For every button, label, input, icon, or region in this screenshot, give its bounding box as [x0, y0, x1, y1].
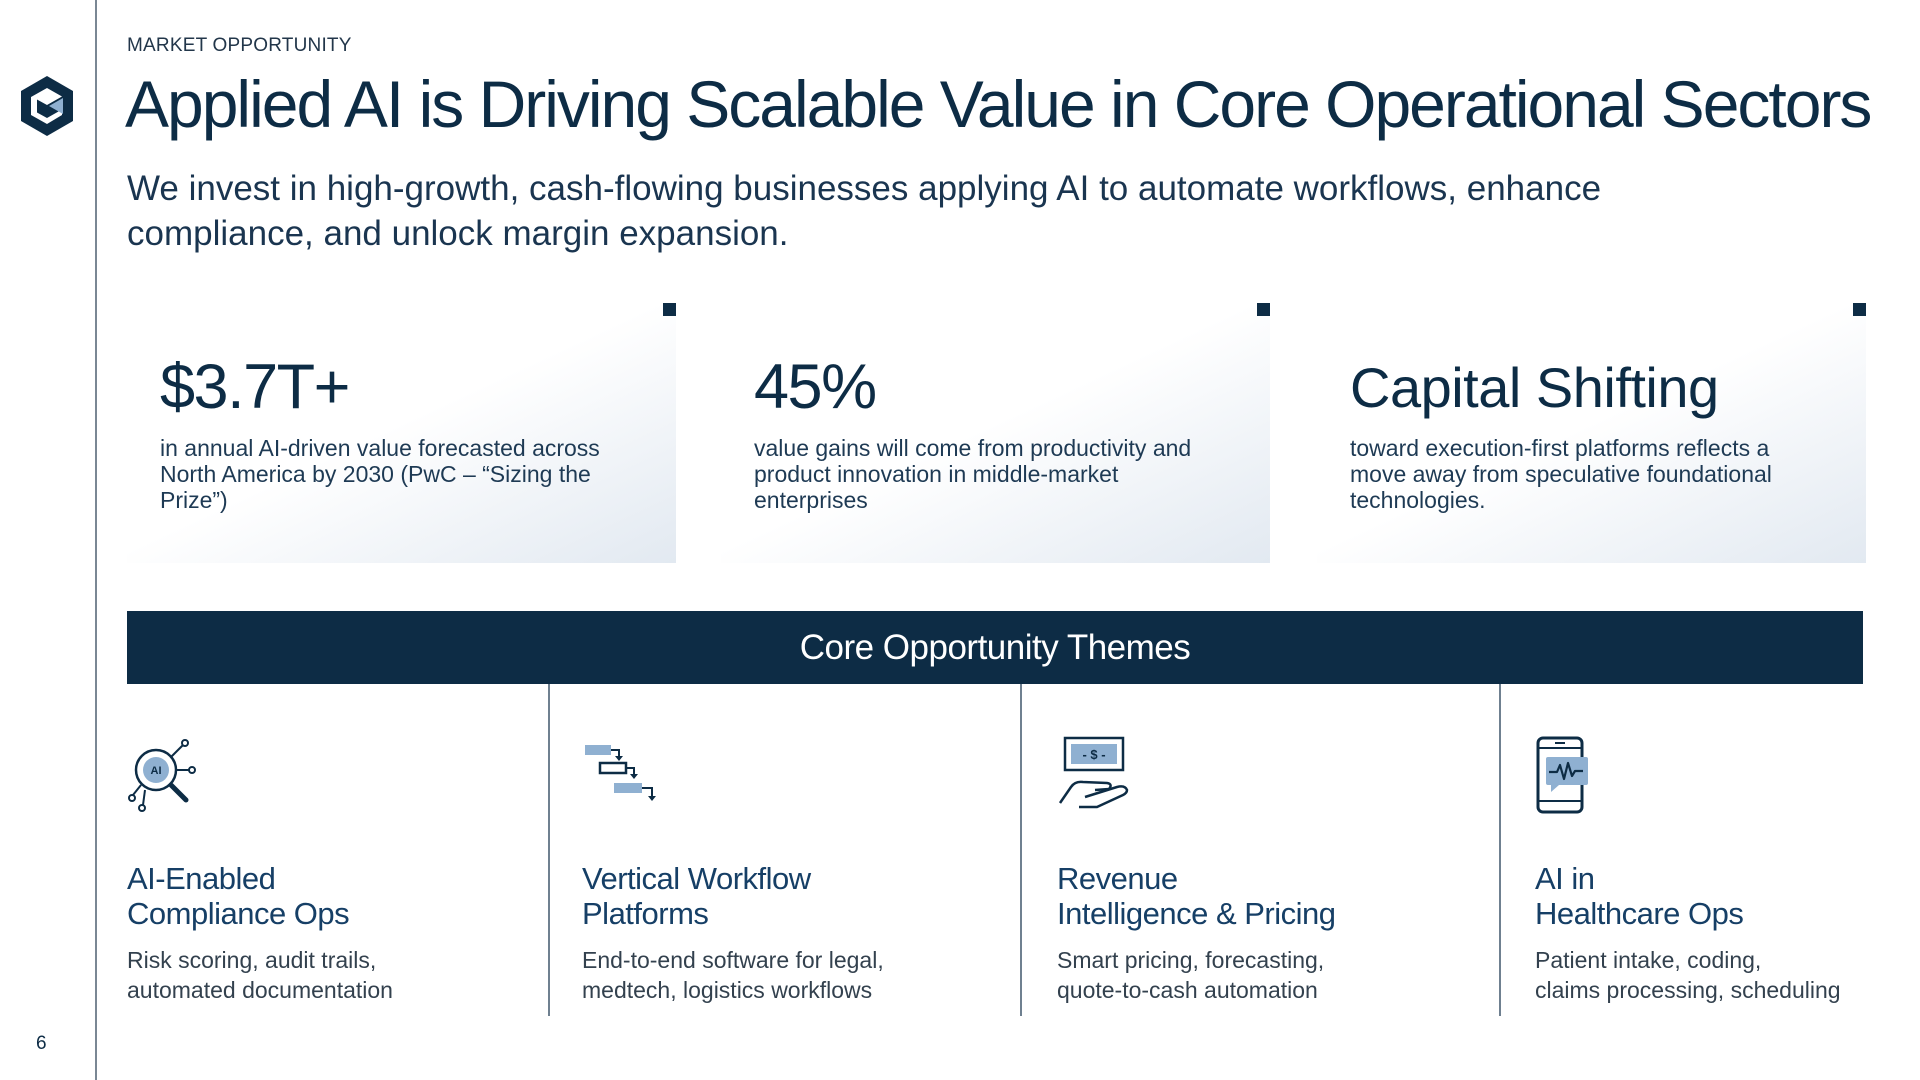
card-corner-marker — [1853, 303, 1866, 316]
left-vertical-rule — [95, 0, 97, 1080]
theme-description: Risk scoring, audit trails, automated doc… — [127, 947, 393, 1003]
stat-card-capital-shifting: Capital Shifting toward execution-first … — [1317, 303, 1866, 563]
stat-description: value gains will come from productivity … — [754, 435, 1192, 513]
card-corner-marker — [1257, 303, 1270, 316]
company-logo-icon — [21, 76, 73, 136]
svg-text:- $ -: - $ - — [1082, 747, 1105, 762]
theme-description: Patient intake, coding, claims processing… — [1535, 947, 1841, 1003]
theme-description: Smart pricing, forecasting, quote-to-cash… — [1057, 947, 1325, 1003]
themes-banner: Core Opportunity Themes — [127, 611, 1863, 684]
svg-text:AI: AI — [151, 765, 162, 777]
theme-divider — [548, 684, 550, 1016]
card-corner-marker — [663, 303, 676, 316]
hand-money-icon: - $ - — [1058, 736, 1129, 809]
theme-divider — [1499, 684, 1501, 1016]
phone-heartbeat-icon — [1536, 736, 1588, 814]
theme-compliance-ops: AI AI-Enabled Compliance Ops Risk scoring… — [127, 735, 507, 1005]
theme-healthcare-ops: AI in Healthcare Ops Patient intake, codi… — [1535, 735, 1915, 1005]
ai-magnifier-icon: AI — [128, 739, 196, 812]
theme-workflow-platforms: Vertical Workflow Platforms End-to-end so… — [582, 735, 962, 1005]
theme-divider — [1020, 684, 1022, 1016]
stat-card-value-gains: 45% value gains will come from productiv… — [721, 303, 1270, 563]
theme-revenue-intelligence: - $ - Revenue Intelligence & Pricing Smar… — [1057, 735, 1437, 1005]
stat-value: Capital Shifting — [1350, 356, 1719, 419]
stat-description: in annual AI-driven value forecasted acr… — [160, 435, 600, 513]
stat-card-value-forecast: $3.7T+ in annual AI-driven value forecas… — [127, 303, 676, 563]
stat-description: toward execution-first platforms reflect… — [1350, 435, 1772, 513]
page-title: Applied AI is Driving Scalable Value in … — [125, 67, 1872, 141]
page-subtitle: We invest in high-growth, cash-flowing b… — [127, 169, 1602, 253]
theme-title: Vertical Workflow Platforms — [582, 861, 811, 931]
stat-value: 45% — [754, 352, 877, 422]
theme-title: AI in Healthcare Ops — [1535, 861, 1744, 931]
page-number: 6 — [36, 1033, 47, 1054]
workflow-icon — [585, 745, 656, 801]
stat-value: $3.7T+ — [160, 352, 350, 422]
theme-description: End-to-end software for legal, medtech, l… — [582, 947, 884, 1003]
theme-title: Revenue Intelligence & Pricing — [1057, 861, 1336, 931]
section-kicker: MARKET OPPORTUNITY — [127, 35, 352, 56]
theme-title: AI-Enabled Compliance Ops — [127, 861, 350, 931]
